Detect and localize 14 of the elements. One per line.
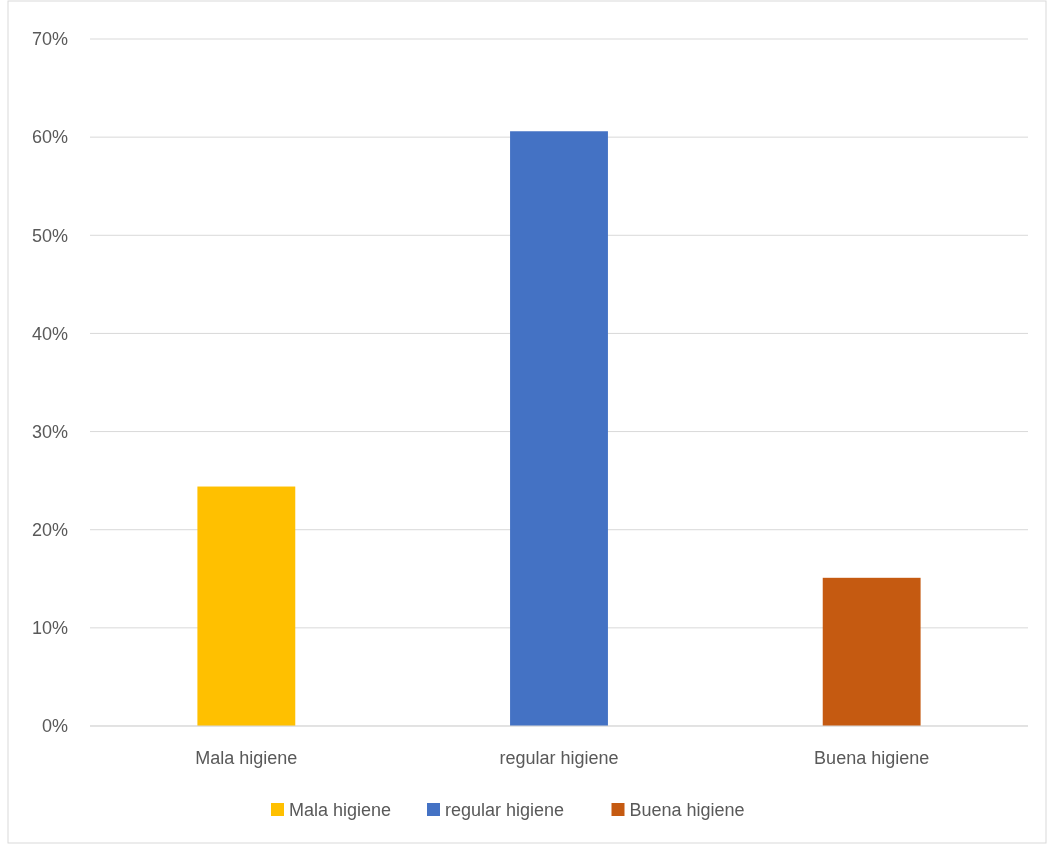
legend-label: regular higiene — [445, 800, 565, 821]
x-tick-label: regular higiene — [499, 748, 619, 768]
x-tick-label: Buena higiene — [814, 748, 930, 768]
x-tick-label: Mala higiene — [195, 748, 298, 768]
y-tick-label: 30% — [31, 421, 68, 442]
legend-label: Mala higiene — [289, 800, 392, 821]
y-tick-label: 0% — [41, 716, 68, 737]
y-tick-label: 10% — [31, 618, 68, 639]
legend-label: Buena higiene — [629, 800, 745, 821]
y-tick-label: 50% — [31, 225, 68, 246]
y-tick-label: 70% — [31, 29, 68, 50]
y-tick-label: 20% — [31, 520, 68, 541]
y-tick-label: 60% — [31, 127, 68, 148]
y-tick-label: 40% — [31, 323, 68, 344]
